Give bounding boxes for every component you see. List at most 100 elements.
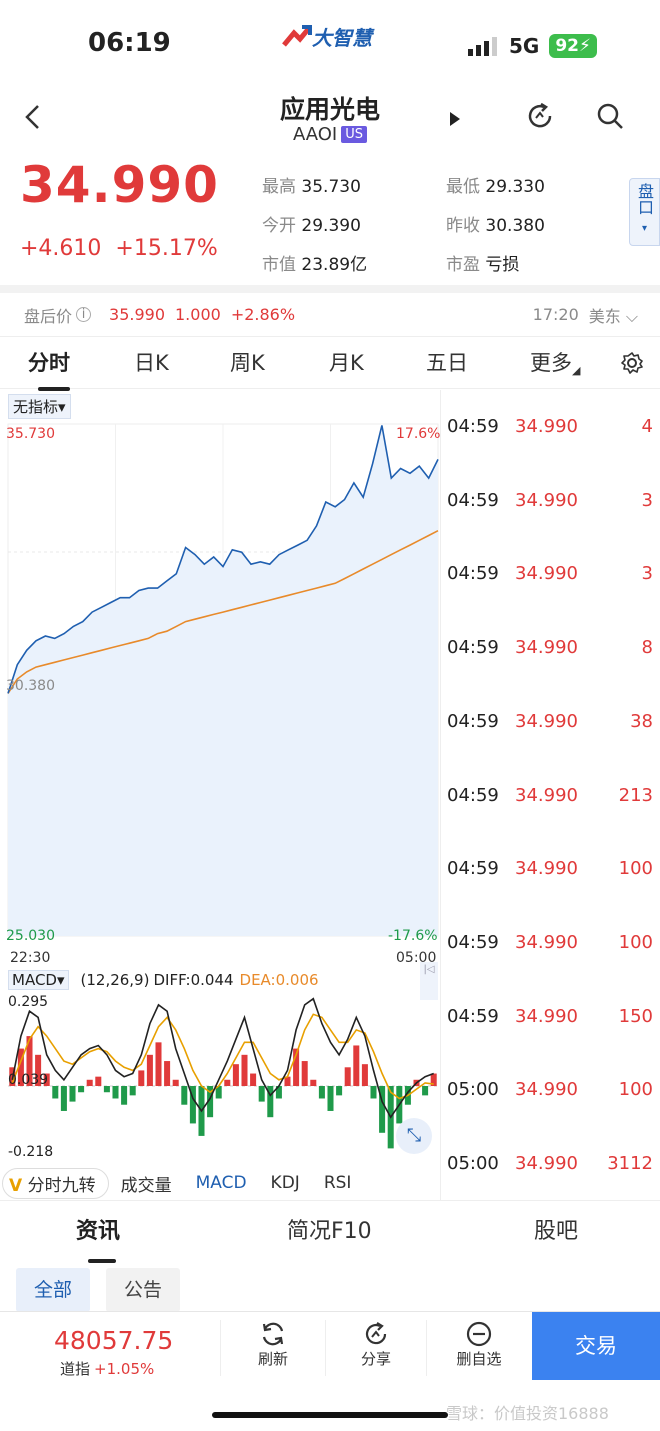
macd-bar <box>95 1076 102 1087</box>
macd-bar <box>207 1086 214 1118</box>
trade-volume: 100 <box>618 1079 653 1101</box>
indicator-tab-macd[interactable]: MACD <box>195 1173 247 1193</box>
macd-bar <box>43 1073 50 1087</box>
tab-profile-f10[interactable]: 简况F10 <box>287 1219 372 1244</box>
pe-label: 市盈 <box>446 254 480 275</box>
macd-bar <box>301 1061 308 1087</box>
trade-time: 04:59 <box>447 416 499 437</box>
trade-tick-row: 04:59 34.990 100 <box>441 932 660 962</box>
refresh-icon[interactable] <box>524 100 556 136</box>
macd-bar <box>172 1079 179 1087</box>
macd-bar <box>60 1086 67 1111</box>
share-icon <box>362 1320 390 1348</box>
macd-bar <box>422 1086 429 1096</box>
tab-month-k[interactable]: 月K <box>329 351 364 375</box>
macd-bar <box>181 1086 188 1105</box>
minus-circle-icon <box>465 1320 493 1348</box>
mcap-value: 23.89亿 <box>301 254 368 275</box>
macd-dea: DEA:0.006 <box>239 971 319 989</box>
tab-week-k[interactable]: 周K <box>230 351 265 375</box>
indicator-tab-rsi[interactable]: RSI <box>323 1173 352 1193</box>
macd-diff: DIFF:0.044 <box>153 971 234 989</box>
refresh-button[interactable]: 刷新 <box>221 1312 325 1382</box>
indicator-tab-kdj[interactable]: KDJ <box>270 1173 300 1193</box>
trade-tick-row: 04:59 34.990 8 <box>441 637 660 667</box>
timezone-select[interactable]: 美东 ⌵ <box>588 306 638 326</box>
pct-min-label: -17.6% <box>388 928 438 944</box>
info-icon[interactable]: i <box>76 307 92 322</box>
price-area <box>8 425 438 936</box>
high-value: 35.730 <box>301 176 361 197</box>
trade-tick-row: 04:59 34.990 100 <box>441 858 660 888</box>
macd-bar <box>370 1086 377 1099</box>
remove-watchlist-button[interactable]: 删自选 <box>427 1312 531 1382</box>
trade-time: 04:59 <box>447 931 499 953</box>
prev-close-value: 30.380 <box>485 215 545 236</box>
trade-tick-row: 04:59 34.990 3 <box>441 563 660 593</box>
indicator-tab-nine-turn[interactable]: V 分时九转 <box>2 1167 109 1199</box>
low-label: 最低 <box>446 176 480 197</box>
trade-price: 34.990 <box>515 1153 578 1174</box>
trade-button[interactable]: 交易 <box>532 1312 660 1380</box>
trade-price: 34.990 <box>515 489 578 511</box>
indicator-select[interactable]: 无指标▾ <box>8 394 71 419</box>
indicator-tabs: V 分时九转 成交量 MACD KDJ RSI <box>0 1166 440 1200</box>
trade-price: 34.990 <box>515 1005 578 1027</box>
trade-price: 34.990 <box>515 563 578 585</box>
quote-panel: 34.990 +4.610 +15.17% 最高 35.730 最低 29.33… <box>0 150 660 285</box>
intraday-chart[interactable]: 无指标▾ 35.730 17.6% 30.380 25.030 -17.6% 2… <box>0 390 440 1170</box>
macd-bar <box>379 1086 386 1133</box>
macd-bar <box>224 1079 231 1087</box>
trade-volume: 3112 <box>607 1153 653 1174</box>
macd-bar <box>17 1048 24 1087</box>
trade-ticks-list[interactable]: 04:59 34.990 4 04:59 34.990 3 04:59 34.990 3 04:5… <box>440 390 660 1200</box>
prev-close-label: 昨收 <box>446 215 480 236</box>
macd-chart-svg <box>8 997 438 1149</box>
macd-bar <box>121 1086 128 1105</box>
share-button[interactable]: 分享 <box>326 1312 426 1382</box>
macd-header: MACD▾ (12,26,9) DIFF:0.044 DEA:0.006 <box>8 970 319 990</box>
tab-forum[interactable]: 股吧 <box>534 1219 579 1244</box>
tab-more[interactable]: 更多◢ <box>530 351 581 377</box>
macd-bar <box>26 1036 33 1087</box>
macd-bar <box>232 1064 239 1087</box>
y-mid-label: 30.380 <box>6 678 55 694</box>
filter-announcement[interactable]: 公告 <box>106 1268 180 1312</box>
quote-stats: 最高 35.730 最低 29.330 今开 29.390 昨收 30.380 … <box>262 164 622 282</box>
macd-bar <box>35 1054 42 1087</box>
back-icon[interactable] <box>22 102 42 138</box>
tab-five-day[interactable]: 五日 <box>426 351 468 375</box>
search-icon[interactable] <box>596 102 624 134</box>
expand-icon[interactable]: ⤡ <box>396 1118 432 1154</box>
trade-tick-row: 04:59 34.990 150 <box>441 1006 660 1036</box>
trade-volume: 100 <box>618 858 653 880</box>
next-stock-icon[interactable] <box>448 110 462 132</box>
collapse-icon[interactable]: |◁ <box>420 962 438 1000</box>
macd-bar <box>103 1086 110 1093</box>
trade-time: 04:59 <box>447 563 499 585</box>
macd-bar <box>310 1079 317 1087</box>
tab-news[interactable]: 资讯 <box>76 1213 120 1263</box>
tab-day-k[interactable]: 日K <box>134 351 169 375</box>
macd-select[interactable]: MACD▾ <box>8 970 69 990</box>
order-book-label: 盘口 <box>635 183 654 215</box>
after-hours-bar: 盘后价 i 35.990 1.000 +2.86% 17:20 美东 ⌵ <box>0 293 660 337</box>
macd-bar <box>189 1086 196 1124</box>
stock-ticker-row: AAOI US <box>0 124 660 145</box>
order-book-tab[interactable]: 盘口 ▾ <box>629 178 660 246</box>
refresh-label: 刷新 <box>257 1350 288 1368</box>
mcap-label: 市值 <box>262 254 296 275</box>
trade-time: 05:00 <box>447 1153 499 1174</box>
filter-all[interactable]: 全部 <box>16 1268 90 1312</box>
after-hours-change-pct: +2.86% <box>230 305 296 324</box>
trade-volume: 100 <box>618 931 653 953</box>
indicator-tab-volume[interactable]: 成交量 <box>120 1175 172 1196</box>
tab-intraday[interactable]: 分时 <box>28 347 70 391</box>
settings-gear-icon[interactable] <box>620 351 644 380</box>
trade-time: 04:59 <box>447 710 499 732</box>
after-hours-price: 35.990 <box>109 305 165 324</box>
trade-price: 34.990 <box>515 416 578 437</box>
open-label: 今开 <box>262 215 296 236</box>
trade-price: 34.990 <box>515 784 578 806</box>
index-ticker[interactable]: 48057.75 道指 +1.05% <box>0 1312 220 1382</box>
